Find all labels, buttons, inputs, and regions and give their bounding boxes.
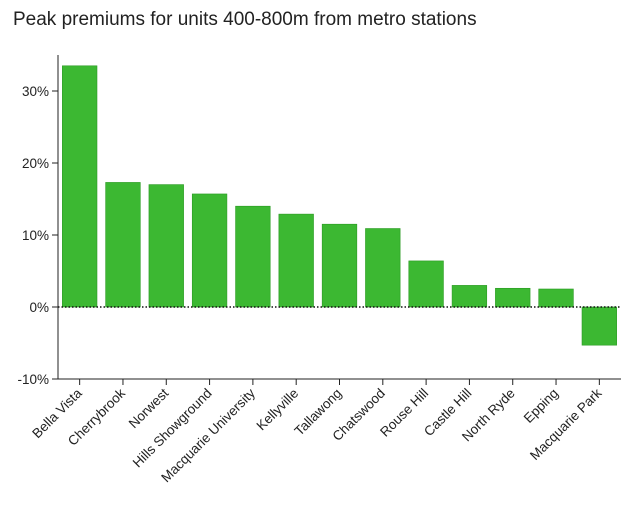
y-tick-label: 20% bbox=[22, 156, 49, 171]
y-ticks-group: -10% 0% 10% 20% 30% bbox=[17, 84, 58, 387]
bar-hills-showground bbox=[191, 193, 228, 308]
bar-cherrybrook bbox=[105, 182, 141, 308]
bar-macquarie-park bbox=[581, 306, 617, 346]
x-tick-label: Hills Showground bbox=[130, 386, 215, 471]
bar-epping bbox=[538, 288, 574, 308]
bar-macquarie-university bbox=[235, 205, 271, 308]
bar-tallawong bbox=[321, 223, 358, 308]
bar-kellyville bbox=[278, 213, 314, 308]
y-tick-label: 30% bbox=[22, 84, 49, 99]
x-tick-label: Epping bbox=[521, 386, 561, 426]
y-tick-label: 10% bbox=[22, 228, 49, 243]
bar-bella-vista bbox=[62, 65, 98, 308]
y-tick-label: -10% bbox=[17, 372, 49, 387]
bars-group bbox=[62, 65, 617, 346]
bar-north-ryde bbox=[495, 287, 531, 308]
bar-norwest bbox=[148, 184, 184, 308]
y-tick-label: 0% bbox=[29, 300, 49, 315]
chart-title: Peak premiums for units 400-800m from me… bbox=[13, 9, 477, 30]
bar-chatswood bbox=[365, 228, 401, 308]
bar-rouse-hill bbox=[408, 260, 444, 308]
bar-castle-hill bbox=[451, 285, 488, 308]
